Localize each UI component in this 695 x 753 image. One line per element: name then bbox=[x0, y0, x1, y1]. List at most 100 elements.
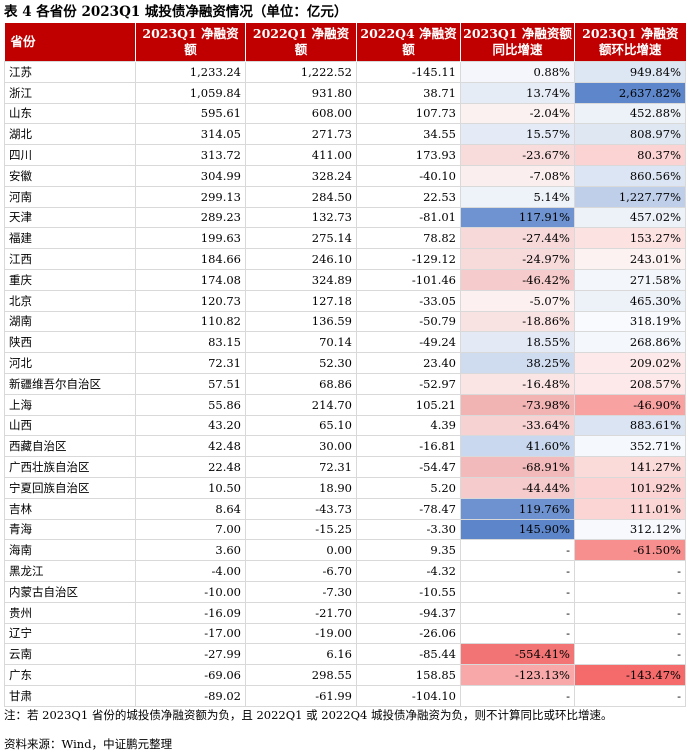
q1-2022-cell: 68.86 bbox=[245, 372, 357, 395]
header-yoy: 2023Q1 净融资额同比增速 bbox=[460, 23, 575, 62]
mom-cell: - bbox=[574, 580, 686, 603]
footnote: 注：若 2023Q1 省份的城投债净融资额为负，且 2022Q1 或 2022Q… bbox=[4, 708, 613, 722]
mom-cell: -143.47% bbox=[574, 664, 686, 686]
mom-cell: 457.02% bbox=[574, 206, 686, 229]
province-cell: 云南 bbox=[4, 643, 136, 666]
table-row: 宁夏回族自治区 10.50 18.90 5.20 -44.44% 101.92% bbox=[4, 476, 686, 499]
table-row: 天津 289.23 132.73 -81.01 117.91% 457.02% bbox=[4, 206, 686, 229]
q4-2022-cell: -54.47 bbox=[356, 456, 461, 478]
yoy-cell: -73.98% bbox=[460, 393, 575, 416]
q4-2022-cell: -94.37 bbox=[356, 601, 461, 624]
mom-cell: - bbox=[574, 622, 686, 645]
q1-2022-cell: -43.73 bbox=[245, 497, 357, 520]
q1-2023-cell: 184.66 bbox=[135, 248, 246, 270]
q1-2023-cell: -10.00 bbox=[135, 580, 246, 603]
province-cell: 江西 bbox=[4, 248, 136, 270]
yoy-cell: -23.67% bbox=[460, 144, 575, 166]
mom-cell: 80.37% bbox=[574, 144, 686, 166]
province-cell: 新疆维吾尔自治区 bbox=[4, 372, 136, 395]
yoy-cell: -46.42% bbox=[460, 268, 575, 291]
province-cell: 浙江 bbox=[4, 81, 136, 104]
q1-2023-cell: -89.02 bbox=[135, 684, 246, 707]
q1-2023-cell: 7.00 bbox=[135, 518, 246, 541]
q4-2022-cell: 107.73 bbox=[356, 102, 461, 125]
q1-2022-cell: 275.14 bbox=[245, 227, 357, 250]
yoy-cell: 145.90% bbox=[460, 518, 575, 541]
yoy-cell: 117.91% bbox=[460, 206, 575, 229]
q1-2022-cell: 608.00 bbox=[245, 102, 357, 125]
yoy-cell: -18.86% bbox=[460, 310, 575, 333]
table-row: 北京 120.73 127.18 -33.05 -5.07% 465.30% bbox=[4, 289, 686, 312]
q1-2022-cell: 246.10 bbox=[245, 248, 357, 270]
q1-2023-cell: -4.00 bbox=[135, 560, 246, 582]
mom-cell: 141.27% bbox=[574, 456, 686, 478]
province-cell: 青海 bbox=[4, 518, 136, 541]
q4-2022-cell: -85.44 bbox=[356, 643, 461, 666]
mom-cell: - bbox=[574, 684, 686, 707]
table-row: 西藏自治区 42.48 30.00 -16.81 41.60% 352.71% bbox=[4, 435, 686, 458]
province-cell: 湖南 bbox=[4, 310, 136, 333]
q4-2022-cell: -40.10 bbox=[356, 164, 461, 187]
q1-2023-cell: 57.51 bbox=[135, 372, 246, 395]
q1-2023-cell: -27.99 bbox=[135, 643, 246, 666]
q1-2023-cell: 289.23 bbox=[135, 206, 246, 229]
q1-2022-cell: 411.00 bbox=[245, 144, 357, 166]
province-cell: 辽宁 bbox=[4, 622, 136, 645]
table-row: 陕西 83.15 70.14 -49.24 18.55% 268.86% bbox=[4, 331, 686, 354]
yoy-cell: -44.44% bbox=[460, 476, 575, 499]
header-2022q4: 2022Q4 净融资额 bbox=[356, 23, 461, 62]
q1-2023-cell: 299.13 bbox=[135, 185, 246, 208]
yoy-cell: 38.25% bbox=[460, 352, 575, 374]
q1-2023-cell: -17.00 bbox=[135, 622, 246, 645]
q1-2023-cell: -69.06 bbox=[135, 664, 246, 686]
q1-2022-cell: 6.16 bbox=[245, 643, 357, 666]
mom-cell: 101.92% bbox=[574, 476, 686, 499]
yoy-cell: -2.04% bbox=[460, 102, 575, 125]
q4-2022-cell: -10.55 bbox=[356, 580, 461, 603]
q1-2023-cell: 174.08 bbox=[135, 268, 246, 291]
q4-2022-cell: -129.12 bbox=[356, 248, 461, 270]
q4-2022-cell: -26.06 bbox=[356, 622, 461, 645]
province-cell: 西藏自治区 bbox=[4, 435, 136, 458]
yoy-cell: -123.13% bbox=[460, 664, 575, 686]
q1-2022-cell: 931.80 bbox=[245, 81, 357, 104]
q4-2022-cell: -104.10 bbox=[356, 684, 461, 707]
table-body: 江苏 1,233.24 1,222.52 -145.11 0.88% 949.84% 浙江 1… bbox=[4, 61, 686, 707]
q4-2022-cell: 22.53 bbox=[356, 185, 461, 208]
table-row: 广东 -69.06 298.55 158.85 -123.13% -143.47% bbox=[4, 664, 686, 686]
yoy-cell: 119.76% bbox=[460, 497, 575, 520]
table-row: 福建 199.63 275.14 78.82 -27.44% 153.27% bbox=[4, 227, 686, 250]
q1-2022-cell: 328.24 bbox=[245, 164, 357, 187]
table-row: 河北 72.31 52.30 23.40 38.25% 209.02% bbox=[4, 352, 686, 374]
province-cell: 河南 bbox=[4, 185, 136, 208]
q4-2022-cell: 4.39 bbox=[356, 414, 461, 437]
q1-2023-cell: 199.63 bbox=[135, 227, 246, 250]
q4-2022-cell: -4.32 bbox=[356, 560, 461, 582]
mom-cell: 2,637.82% bbox=[574, 81, 686, 104]
province-cell: 四川 bbox=[4, 144, 136, 166]
mom-cell: -61.50% bbox=[574, 539, 686, 562]
yoy-cell: - bbox=[460, 539, 575, 562]
q1-2023-cell: 120.73 bbox=[135, 289, 246, 312]
province-cell: 北京 bbox=[4, 289, 136, 312]
q1-2022-cell: 0.00 bbox=[245, 539, 357, 562]
q4-2022-cell: 34.55 bbox=[356, 123, 461, 146]
yoy-cell: -5.07% bbox=[460, 289, 575, 312]
mom-cell: 243.01% bbox=[574, 248, 686, 270]
mom-cell: 318.19% bbox=[574, 310, 686, 333]
q1-2022-cell: 70.14 bbox=[245, 331, 357, 354]
table-row: 山东 595.61 608.00 107.73 -2.04% 452.88% bbox=[4, 102, 686, 125]
q1-2023-cell: 43.20 bbox=[135, 414, 246, 437]
q4-2022-cell: -52.97 bbox=[356, 372, 461, 395]
province-cell: 广东 bbox=[4, 664, 136, 686]
table-row: 湖北 314.05 271.73 34.55 15.57% 808.97% bbox=[4, 123, 686, 146]
mom-cell: 153.27% bbox=[574, 227, 686, 250]
q1-2022-cell: 30.00 bbox=[245, 435, 357, 458]
mom-cell: 860.56% bbox=[574, 164, 686, 187]
q4-2022-cell: 5.20 bbox=[356, 476, 461, 499]
table-row: 安徽 304.99 328.24 -40.10 -7.08% 860.56% bbox=[4, 164, 686, 187]
q1-2022-cell: 324.89 bbox=[245, 268, 357, 291]
mom-cell: - bbox=[574, 560, 686, 582]
q1-2022-cell: 132.73 bbox=[245, 206, 357, 229]
q1-2022-cell: 18.90 bbox=[245, 476, 357, 499]
